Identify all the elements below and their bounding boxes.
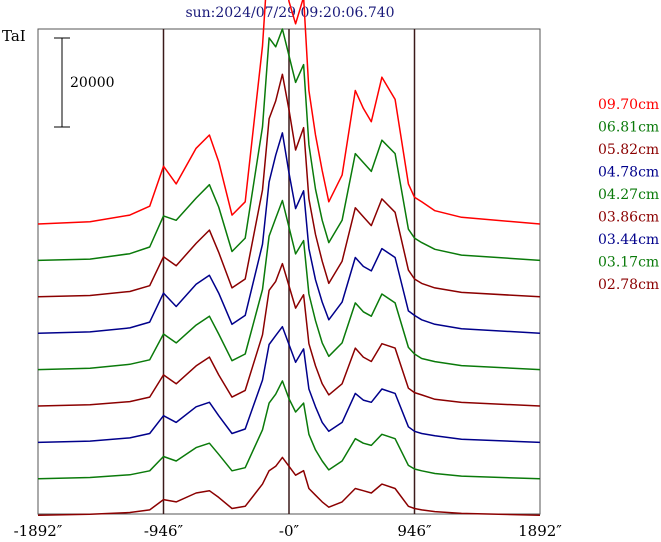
- x-tick-labels: -1892″ -946″ -0″ 946″ 1892″: [14, 522, 563, 540]
- series-line: [37, 73, 541, 298]
- chart-title: sun:2024/07/29 09:20:06.740: [185, 5, 394, 21]
- legend-item: 04.78cm: [598, 165, 659, 181]
- series-line: [37, 262, 541, 407]
- series-line: [37, 325, 541, 444]
- x-tick-label: 1892″: [518, 522, 562, 540]
- legend-item: 09.70cm: [598, 97, 659, 113]
- x-tick-label: 946″: [397, 522, 432, 540]
- legend-item: 05.82cm: [598, 142, 659, 158]
- series-line: [37, 0, 541, 225]
- legend: 09.70cm 06.81cm 05.82cm 04.78cm 04.27cm 03.86…: [598, 97, 659, 293]
- legend-item: 03.44cm: [598, 232, 659, 248]
- scale-bar: 20000: [54, 37, 115, 128]
- series-group: [37, 0, 541, 516]
- legend-item: 04.27cm: [598, 187, 659, 203]
- legend-item: 02.78cm: [598, 277, 659, 293]
- legend-item: 03.86cm: [598, 210, 659, 226]
- x-tick-label: -0″: [279, 522, 300, 540]
- series-line: [37, 28, 541, 262]
- scale-bar-label: 20000: [70, 75, 115, 91]
- legend-item: 06.81cm: [598, 120, 659, 136]
- y-axis-label: TaI: [2, 27, 26, 45]
- legend-item: 03.17cm: [598, 255, 659, 271]
- series-line: [37, 380, 541, 480]
- x-tick-label: -946″: [144, 522, 184, 540]
- x-tick-label: -1892″: [14, 522, 63, 540]
- reference-lines: [162, 29, 416, 514]
- series-line: [37, 199, 541, 371]
- series-line: [37, 132, 541, 334]
- series-line: [37, 456, 541, 516]
